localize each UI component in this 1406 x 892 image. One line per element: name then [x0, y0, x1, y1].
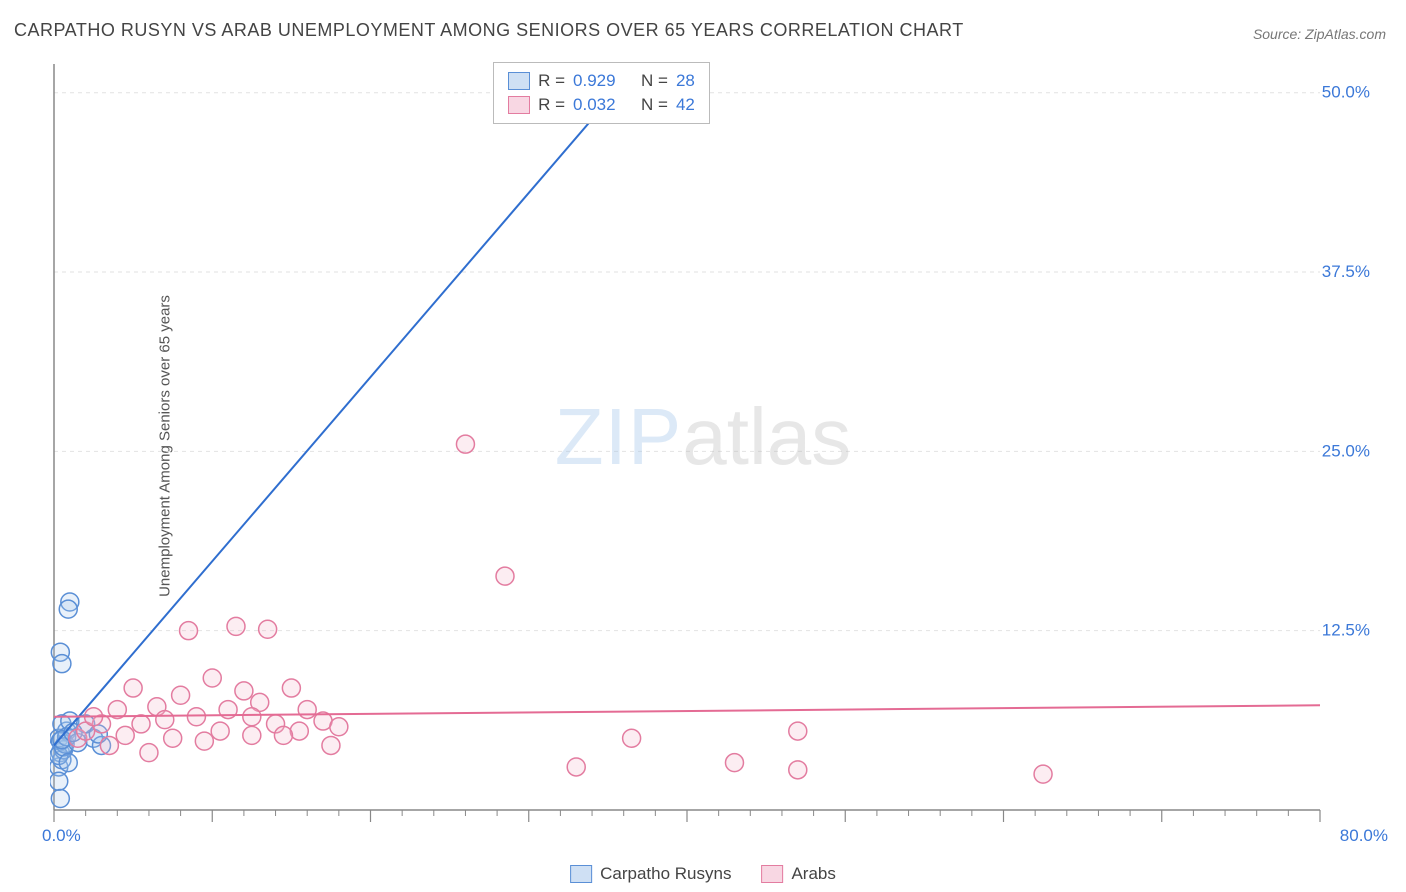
- data-point: [496, 567, 514, 585]
- data-point: [243, 726, 261, 744]
- data-point: [51, 790, 69, 808]
- data-point: [259, 620, 277, 638]
- r-value: 0.929: [573, 69, 616, 93]
- data-point: [282, 679, 300, 697]
- correlation-legend: R = 0.929 N = 28 R = 0.032 N = 42: [493, 62, 710, 124]
- data-point: [623, 729, 641, 747]
- data-point: [274, 726, 292, 744]
- data-point: [156, 711, 174, 729]
- legend-label: Carpatho Rusyns: [600, 864, 731, 884]
- data-point: [725, 754, 743, 772]
- data-point: [140, 744, 158, 762]
- n-value: 28: [676, 69, 695, 93]
- data-point: [59, 754, 77, 772]
- data-point: [227, 617, 245, 635]
- trend-line: [54, 705, 1320, 716]
- trend-line: [54, 64, 640, 745]
- data-point: [172, 686, 190, 704]
- n-label: N =: [641, 93, 668, 117]
- data-point: [789, 722, 807, 740]
- data-point: [1034, 765, 1052, 783]
- origin-label: 0.0%: [42, 826, 81, 846]
- data-point: [50, 772, 68, 790]
- series-legend: Carpatho Rusyns Arabs: [570, 864, 836, 884]
- data-point: [59, 600, 77, 618]
- data-point: [567, 758, 585, 776]
- legend-row: R = 0.929 N = 28: [508, 69, 695, 93]
- y-tick-label: 12.5%: [1322, 621, 1370, 640]
- legend-item: Carpatho Rusyns: [570, 864, 731, 884]
- legend-swatch: [570, 865, 592, 883]
- legend-item: Arabs: [761, 864, 835, 884]
- y-tick-label: 25.0%: [1322, 441, 1370, 460]
- data-point: [789, 761, 807, 779]
- r-label: R =: [538, 69, 565, 93]
- y-tick-label: 50.0%: [1322, 83, 1370, 102]
- n-value: 42: [676, 93, 695, 117]
- data-point: [116, 726, 134, 744]
- legend-row: R = 0.032 N = 42: [508, 93, 695, 117]
- legend-swatch: [508, 72, 530, 90]
- data-point: [100, 736, 118, 754]
- data-point: [322, 736, 340, 754]
- legend-swatch: [508, 96, 530, 114]
- y-tick-label: 37.5%: [1322, 262, 1370, 281]
- data-point: [164, 729, 182, 747]
- data-point: [195, 732, 213, 750]
- r-label: R =: [538, 93, 565, 117]
- legend-label: Arabs: [791, 864, 835, 884]
- x-max-label: 80.0%: [1340, 826, 1388, 846]
- n-label: N =: [641, 69, 668, 93]
- source-credit: Source: ZipAtlas.com: [1253, 26, 1386, 42]
- data-point: [211, 722, 229, 740]
- data-point: [456, 435, 474, 453]
- legend-swatch: [761, 865, 783, 883]
- data-point: [187, 708, 205, 726]
- data-point: [180, 622, 198, 640]
- data-point: [203, 669, 221, 687]
- data-point: [243, 708, 261, 726]
- scatter-chart: 50.0% 37.5% 25.0% 12.5%: [50, 60, 1380, 840]
- data-point: [330, 718, 348, 736]
- page-title: CARPATHO RUSYN VS ARAB UNEMPLOYMENT AMON…: [14, 20, 964, 41]
- data-point: [235, 682, 253, 700]
- data-point: [132, 715, 150, 733]
- data-point: [298, 701, 316, 719]
- r-value: 0.032: [573, 93, 616, 117]
- data-point: [124, 679, 142, 697]
- data-point: [53, 655, 71, 673]
